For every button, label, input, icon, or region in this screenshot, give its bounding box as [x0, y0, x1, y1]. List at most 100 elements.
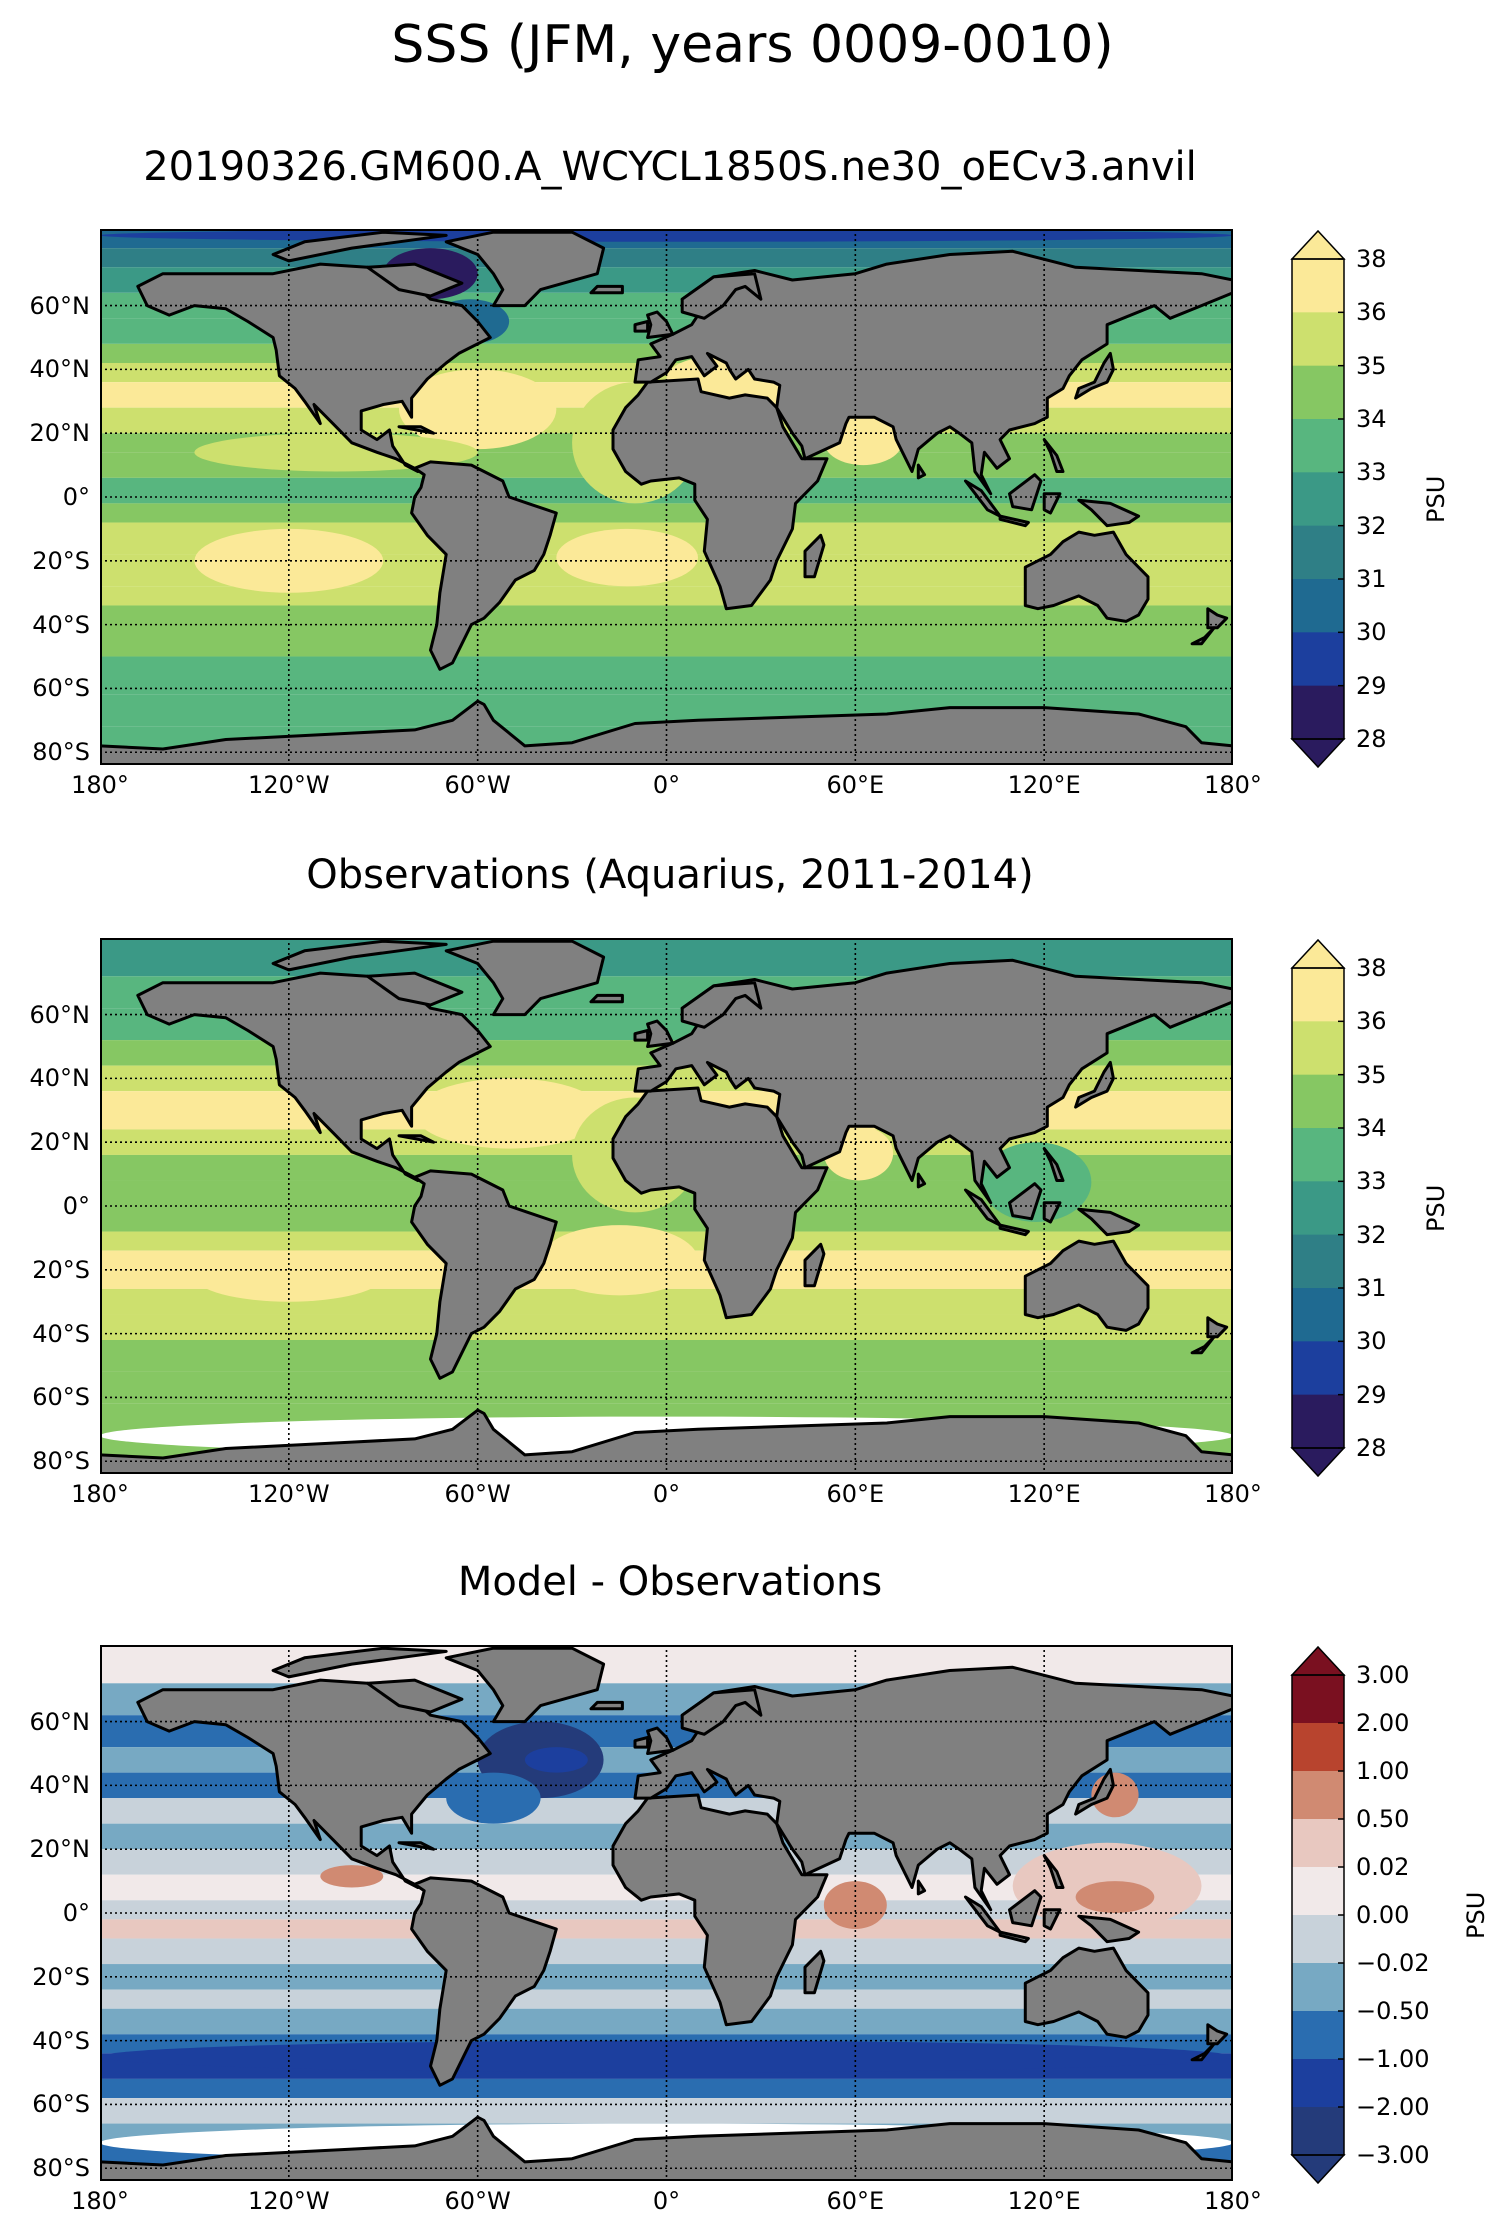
- land-mass: [444, 939, 606, 1017]
- land-mass: [366, 262, 464, 298]
- colorbar-segment: [1292, 472, 1344, 527]
- lat-tick-label: 40°N: [29, 1064, 91, 1093]
- colorbar-tick-label: 2.00: [1356, 1709, 1410, 1737]
- lat-tick-label: 60°S: [32, 674, 90, 703]
- salinity-band: [100, 1989, 1233, 2009]
- colorbar-segment: [1292, 1963, 1344, 2012]
- colorbar-extend-top: [1290, 1645, 1346, 1676]
- colorbar-tick-label: 31: [1356, 565, 1387, 593]
- panel-title: Observations (Aquarius, 2011-2014): [306, 852, 1034, 898]
- land-mass: [589, 284, 624, 295]
- land-mass: [1008, 1182, 1043, 1221]
- colorbar-segment: [1292, 1819, 1344, 1868]
- colorbar-tick-label: 36: [1356, 1007, 1387, 1036]
- figure-suptitle: SSS (JFM, years 0009-0010): [391, 15, 1114, 75]
- land-mass: [271, 230, 448, 263]
- lon-tick-label: 180°: [71, 1480, 129, 1508]
- lat-tick-label: 40°S: [32, 2026, 90, 2055]
- map-border: [100, 229, 1233, 765]
- lon-tick-label: 60°W: [444, 771, 511, 799]
- lon-tick-label: 60°W: [444, 1480, 511, 1508]
- land-mass: [680, 1688, 763, 1736]
- salinity-patch: [524, 1747, 588, 1773]
- colorbar-extend-top: [1290, 229, 1346, 260]
- lat-tick-label: 0°: [62, 1899, 90, 1927]
- colorbar-segment: [1292, 1675, 1344, 1724]
- land-mass: [136, 971, 492, 1182]
- salinity-band: [100, 1919, 1233, 1939]
- colorbar-segment: [1292, 365, 1344, 420]
- colorbar-segment: [1292, 968, 1344, 1022]
- lat-tick-label: 20°S: [32, 1962, 90, 1991]
- colorbar: [1290, 938, 1346, 1478]
- land-mass: [680, 981, 763, 1029]
- colorbar-tick-label: −2.00: [1356, 2093, 1430, 2121]
- land-mass: [1023, 530, 1150, 623]
- land-mass: [100, 2115, 1233, 2181]
- lon-tick-label: 120°W: [248, 1480, 330, 1508]
- lon-tick-label: 0°: [652, 771, 681, 799]
- land-mass: [589, 1700, 624, 1711]
- colorbar-segment: [1292, 1915, 1344, 1964]
- land-mass: [397, 1134, 436, 1144]
- map-panel: [100, 938, 1233, 1474]
- map-panel: [100, 229, 1233, 765]
- land-mass: [1206, 2023, 1229, 2046]
- land-mass: [803, 533, 826, 579]
- colorbar-tick-label: 33: [1356, 458, 1387, 487]
- land-mass: [680, 272, 763, 320]
- colorbar-tick-label: 28: [1356, 1434, 1387, 1462]
- land-mass: [633, 249, 1233, 496]
- colorbar-tick-label: 0.02: [1356, 1853, 1410, 1881]
- colorbar-segment: [1292, 2011, 1344, 2060]
- colorbar-extend-top: [1290, 938, 1346, 969]
- land-mass: [646, 310, 675, 339]
- colorbar-tick-label: 32: [1356, 1220, 1387, 1249]
- lat-tick-label: 20°N: [29, 1128, 91, 1157]
- colorbar-label: PSU: [1422, 1184, 1450, 1232]
- land-mass: [646, 1019, 675, 1048]
- colorbar-segment: [1292, 1867, 1344, 1916]
- land-mass: [611, 1086, 829, 1320]
- land-mass: [803, 1242, 826, 1288]
- colorbar-tick-label: 0.00: [1356, 1901, 1410, 1929]
- map-svg: [100, 1645, 1233, 2181]
- colorbar-tick-label: 29: [1356, 1380, 1387, 1409]
- colorbar-segment: [1292, 1128, 1344, 1182]
- salinity-patch: [446, 1772, 541, 1824]
- colorbar-tick-label: 0.50: [1356, 1805, 1410, 1833]
- colorbar-tick-label: −3.00: [1356, 2141, 1430, 2169]
- colorbar-outline: [1291, 258, 1345, 740]
- colorbar-segment: [1292, 259, 1344, 313]
- salinity-band: [100, 503, 1233, 523]
- salinity-patch: [194, 433, 478, 472]
- land-mass: [916, 1172, 927, 1189]
- land-mass: [1008, 1889, 1043, 1928]
- lat-tick-label: 0°: [62, 483, 90, 511]
- lon-tick-label: 0°: [652, 2187, 681, 2215]
- land-mass: [1190, 626, 1216, 646]
- lon-tick-label: 180°: [71, 2187, 129, 2215]
- lon-tick-label: 120°W: [248, 771, 330, 799]
- map-border: [100, 938, 1233, 1474]
- land-mass: [803, 1949, 826, 1995]
- land-mass: [1190, 2042, 1216, 2062]
- land-mass: [1074, 351, 1115, 400]
- land-mass: [1023, 1239, 1150, 1332]
- colorbar-tick-label: 3.00: [1356, 1661, 1410, 1689]
- colorbar-tick-label: 32: [1356, 511, 1387, 540]
- lat-tick-label: 20°N: [29, 1835, 91, 1864]
- land-mass: [444, 230, 606, 308]
- colorbar-tick-label: 38: [1356, 954, 1387, 982]
- lon-tick-label: 180°: [71, 771, 129, 799]
- land-mass: [1190, 1335, 1216, 1355]
- colorbar-segment: [1292, 1181, 1344, 1236]
- panel-title: 20190326.GM600.A_WCYCL1850S.ne30_oECv3.a…: [143, 144, 1197, 190]
- land-mass: [136, 1678, 492, 1889]
- colorbar-tick-label: 30: [1356, 618, 1387, 647]
- land-mass: [1042, 438, 1065, 473]
- salinity-band: [100, 1900, 1233, 1920]
- colorbar-tick-label: −1.00: [1356, 2045, 1430, 2073]
- lon-tick-label: 180°: [1204, 1480, 1262, 1508]
- lat-tick-label: 20°S: [32, 1255, 90, 1284]
